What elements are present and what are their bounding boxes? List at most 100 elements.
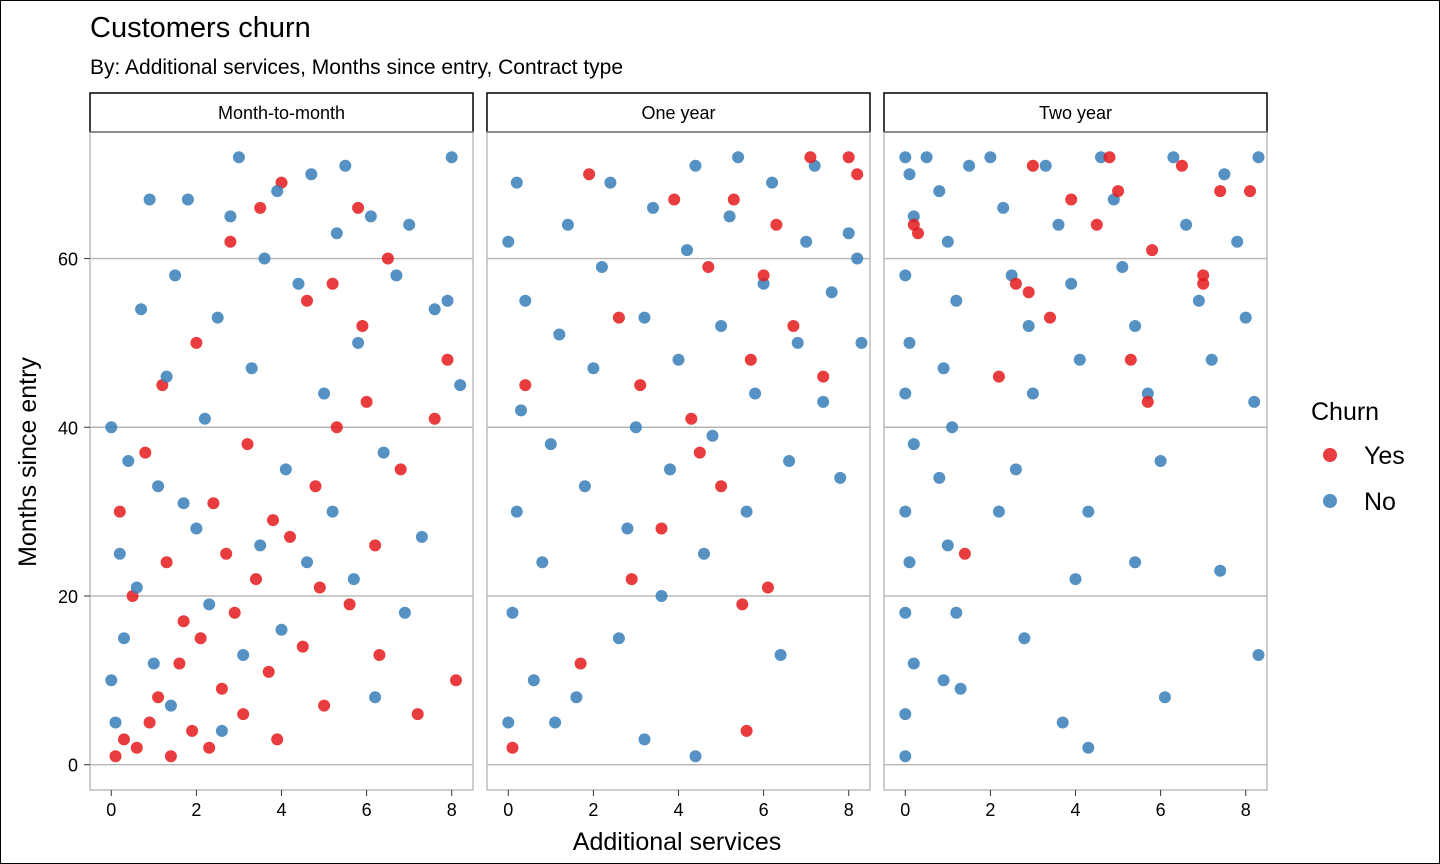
facet-strip-label: Month-to-month xyxy=(218,103,345,123)
data-point xyxy=(143,716,156,729)
data-point xyxy=(356,320,369,332)
data-point xyxy=(394,463,407,476)
legend-key xyxy=(1323,494,1337,508)
data-point xyxy=(1112,185,1125,198)
data-point xyxy=(109,750,122,763)
panel-border xyxy=(89,131,474,791)
data-point xyxy=(1026,387,1039,400)
data-point xyxy=(258,252,271,265)
data-point xyxy=(946,421,959,434)
data-point xyxy=(241,438,254,451)
data-point xyxy=(203,598,216,611)
x-tick-label: 8 xyxy=(1241,800,1251,820)
data-point xyxy=(130,741,143,754)
data-point xyxy=(284,530,296,543)
legend-title: Churn xyxy=(1311,398,1379,426)
panel-border xyxy=(883,131,1268,791)
data-point xyxy=(130,581,143,594)
data-point xyxy=(1146,244,1159,257)
data-point xyxy=(1214,185,1227,198)
data-point xyxy=(173,657,186,670)
y-tick-label: 20 xyxy=(58,587,78,607)
data-point xyxy=(536,556,549,569)
facet-panel: Two year xyxy=(883,92,1268,791)
x-tick-label: 4 xyxy=(673,800,683,820)
data-point xyxy=(519,294,532,307)
data-point xyxy=(330,421,343,434)
chart-subtitle: By: Additional services, Months since en… xyxy=(90,56,623,79)
data-point xyxy=(373,649,386,661)
data-point xyxy=(715,480,728,493)
chart-title: Customers churn xyxy=(90,12,311,44)
data-point xyxy=(997,201,1010,214)
data-point xyxy=(343,598,356,611)
data-point xyxy=(390,269,403,282)
data-point xyxy=(1252,151,1265,164)
data-point xyxy=(570,691,583,704)
data-point xyxy=(515,404,527,417)
data-point xyxy=(578,480,591,493)
data-point xyxy=(339,159,352,172)
data-point xyxy=(740,724,753,737)
data-point xyxy=(203,741,216,754)
points xyxy=(502,151,868,763)
data-point xyxy=(1124,353,1137,366)
data-point xyxy=(1009,463,1022,476)
data-point xyxy=(744,353,757,366)
x-tick-label: 4 xyxy=(1070,800,1080,820)
x-axis: 0 2 4 6 8 0 2 4 6 8 0 2 4 6 8 xyxy=(106,790,1251,820)
data-point xyxy=(369,539,382,552)
data-point xyxy=(899,505,912,518)
data-point xyxy=(842,151,855,164)
data-point xyxy=(1129,320,1142,332)
data-point xyxy=(958,547,971,560)
data-point xyxy=(937,362,950,375)
data-point xyxy=(783,455,796,467)
data-point xyxy=(1141,395,1154,408)
legend-label: Yes xyxy=(1364,442,1405,470)
data-point xyxy=(177,615,190,628)
data-point xyxy=(1197,277,1210,290)
data-point xyxy=(428,303,441,316)
data-point xyxy=(702,261,715,273)
data-point xyxy=(271,185,284,198)
data-point xyxy=(1214,564,1227,577)
data-point xyxy=(1167,151,1180,164)
data-point xyxy=(1116,261,1129,273)
data-point xyxy=(164,699,177,712)
data-point xyxy=(1218,168,1231,181)
data-point xyxy=(749,387,762,400)
data-point xyxy=(318,387,331,400)
data-point xyxy=(941,235,954,248)
data-point xyxy=(698,547,710,560)
data-point xyxy=(237,649,250,661)
data-point xyxy=(899,269,912,282)
data-point xyxy=(352,336,365,349)
data-point xyxy=(1129,556,1142,569)
data-point xyxy=(122,455,135,467)
data-point xyxy=(207,497,220,510)
data-point xyxy=(237,708,250,721)
data-point xyxy=(232,151,245,164)
data-point xyxy=(143,193,156,206)
data-point xyxy=(950,294,963,307)
data-point xyxy=(1082,505,1095,518)
data-point xyxy=(899,151,912,164)
data-point xyxy=(1239,311,1252,324)
data-point xyxy=(933,185,946,198)
data-point xyxy=(1180,218,1193,231)
data-point xyxy=(574,657,587,670)
data-point xyxy=(301,556,313,569)
data-point xyxy=(855,336,868,349)
data-point xyxy=(190,336,203,349)
data-point xyxy=(689,159,702,172)
data-point xyxy=(347,573,360,586)
data-point xyxy=(215,682,228,695)
data-point xyxy=(907,657,920,670)
data-point xyxy=(262,665,275,678)
legend-key xyxy=(1323,448,1337,462)
data-point xyxy=(1252,649,1265,661)
x-tick-label: 8 xyxy=(447,800,457,820)
x-tick-label: 2 xyxy=(985,800,995,820)
